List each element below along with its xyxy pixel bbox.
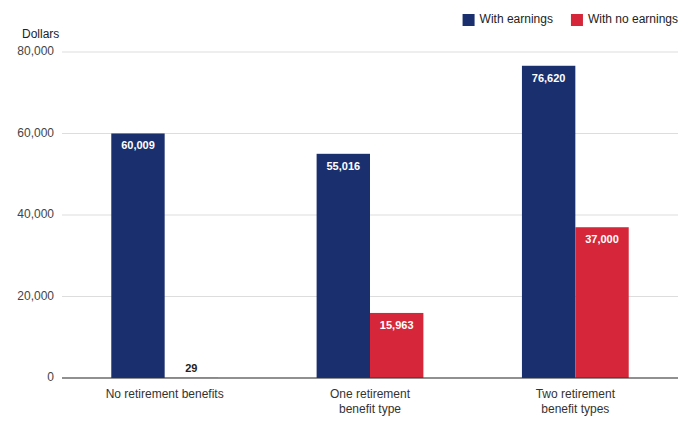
data-label: 37,000 <box>585 233 619 245</box>
x-tick-label: Two retirementbenefit types <box>536 387 616 416</box>
legend-swatch <box>571 14 583 26</box>
grid-line <box>62 52 678 53</box>
legend-label: With earnings <box>480 12 553 26</box>
data-label: 29 <box>185 362 197 374</box>
legend-label: With no earnings <box>588 12 678 26</box>
x-tick-label-line: No retirement benefits <box>106 387 224 401</box>
x-ticks: No retirement benefitsOne retirementbene… <box>106 387 616 416</box>
x-tick-label: One retirementbenefit type <box>330 387 411 416</box>
bars <box>111 66 628 378</box>
grid <box>62 52 678 378</box>
y-axis-label: Dollars <box>22 27 59 41</box>
y-tick-label: 80,000 <box>17 44 54 58</box>
legend-swatch <box>463 14 475 26</box>
y-tick-label: 20,000 <box>17 289 54 303</box>
legend-item: With earnings <box>463 12 553 26</box>
chart-container: 0 20,000 40,000 60,000 80,000 Dollars 60,009 55… <box>0 0 698 440</box>
chart: 0 20,000 40,000 60,000 80,000 Dollars 60,009 55… <box>0 0 698 440</box>
bar <box>522 66 575 378</box>
x-tick-label-line: benefit types <box>541 402 609 416</box>
x-tick-label-line: Two retirement <box>536 387 616 401</box>
grid-line <box>62 378 678 379</box>
data-label: 55,016 <box>326 160 360 172</box>
y-ticks: 0 20,000 40,000 60,000 80,000 <box>17 44 54 384</box>
data-labels: 60,009 55,016 76,620 29 15,963 37,000 <box>121 72 619 374</box>
x-tick-label: No retirement benefits <box>106 387 224 401</box>
y-tick-label: 0 <box>47 370 54 384</box>
bar <box>575 227 628 378</box>
data-label: 76,620 <box>532 72 566 84</box>
x-tick-label-line: benefit type <box>339 402 401 416</box>
data-label: 15,963 <box>380 319 414 331</box>
x-tick-label-line: One retirement <box>330 387 411 401</box>
bar <box>317 154 370 378</box>
y-tick-label: 40,000 <box>17 207 54 221</box>
bar <box>370 313 423 378</box>
legend-item: With no earnings <box>571 12 678 26</box>
data-label: 60,009 <box>121 139 155 151</box>
bar <box>111 133 164 378</box>
legend: With earnings With no earnings <box>463 12 678 26</box>
x-axis-line <box>62 378 678 379</box>
y-tick-label: 60,000 <box>17 126 54 140</box>
